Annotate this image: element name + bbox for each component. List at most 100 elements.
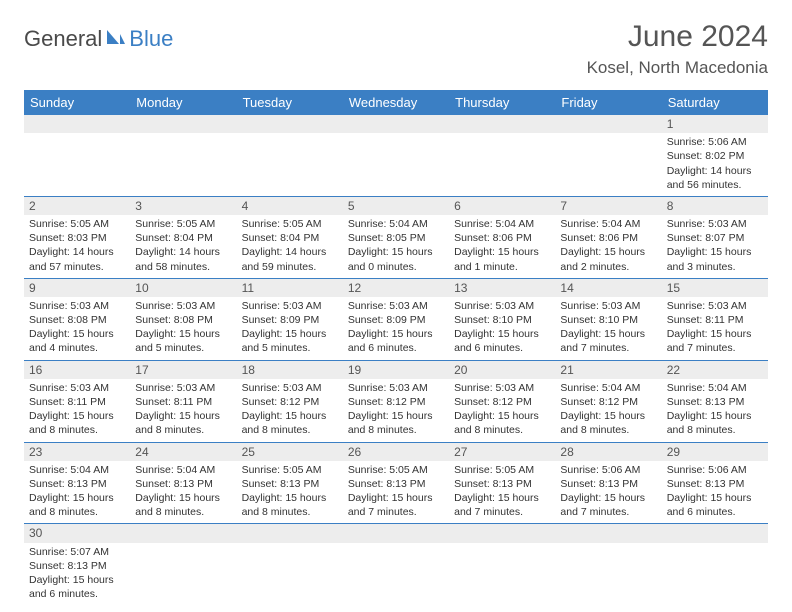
daylight-text: Daylight: 14 hours and 59 minutes. [242,245,338,273]
daylight-text: Daylight: 15 hours and 3 minutes. [667,245,763,273]
day-cell [343,543,449,606]
sunset-text: Sunset: 8:11 PM [29,395,125,409]
sunset-text: Sunset: 8:10 PM [454,313,550,327]
daylight-text: Daylight: 15 hours and 0 minutes. [348,245,444,273]
daynum-row: 23242526272829 [24,442,768,461]
sunset-text: Sunset: 8:06 PM [560,231,656,245]
sunset-text: Sunset: 8:09 PM [242,313,338,327]
daylight-text: Daylight: 15 hours and 8 minutes. [348,409,444,437]
day-cell: Sunrise: 5:03 AMSunset: 8:09 PMDaylight:… [343,297,449,360]
daylight-text: Daylight: 14 hours and 57 minutes. [29,245,125,273]
daylight-text: Daylight: 15 hours and 8 minutes. [454,409,550,437]
weekday-header: Thursday [449,90,555,115]
daynum-row: 9101112131415 [24,278,768,297]
day-cell: Sunrise: 5:03 AMSunset: 8:12 PMDaylight:… [237,379,343,442]
day-number-cell: 25 [237,442,343,461]
location-text: Kosel, North Macedonia [587,58,768,78]
day-cell: Sunrise: 5:05 AMSunset: 8:13 PMDaylight:… [343,461,449,524]
weekday-header: Monday [130,90,236,115]
daylight-text: Daylight: 15 hours and 2 minutes. [560,245,656,273]
day-number-cell: 23 [24,442,130,461]
logo-text-general: General [24,26,102,52]
day-number-cell: 3 [130,196,236,215]
day-cell: Sunrise: 5:05 AMSunset: 8:13 PMDaylight:… [449,461,555,524]
daylight-text: Daylight: 15 hours and 5 minutes. [135,327,231,355]
sunrise-text: Sunrise: 5:03 AM [135,299,231,313]
sunrise-text: Sunrise: 5:03 AM [560,299,656,313]
day-cell: Sunrise: 5:06 AMSunset: 8:02 PMDaylight:… [662,133,768,196]
sunset-text: Sunset: 8:13 PM [667,477,763,491]
day-number-cell: 24 [130,442,236,461]
day-number-cell: 6 [449,196,555,215]
sunset-text: Sunset: 8:07 PM [667,231,763,245]
day-number-cell [449,115,555,133]
daynum-row: 16171819202122 [24,360,768,379]
day-cell: Sunrise: 5:05 AMSunset: 8:03 PMDaylight:… [24,215,130,278]
daylight-text: Daylight: 15 hours and 7 minutes. [454,491,550,519]
day-cell: Sunrise: 5:03 AMSunset: 8:10 PMDaylight:… [555,297,661,360]
day-cell [555,133,661,196]
sunset-text: Sunset: 8:12 PM [348,395,444,409]
title-block: June 2024 Kosel, North Macedonia [587,20,768,78]
sunrise-text: Sunrise: 5:03 AM [348,381,444,395]
daylight-text: Daylight: 15 hours and 6 minutes. [454,327,550,355]
daylight-text: Daylight: 15 hours and 8 minutes. [29,409,125,437]
daylight-text: Daylight: 15 hours and 6 minutes. [29,573,125,601]
sunrise-text: Sunrise: 5:07 AM [29,545,125,559]
sail-icon [105,28,125,51]
sunset-text: Sunset: 8:11 PM [667,313,763,327]
sunrise-text: Sunrise: 5:05 AM [135,217,231,231]
day-number-cell: 28 [555,442,661,461]
sunrise-text: Sunrise: 5:03 AM [29,381,125,395]
day-cell: Sunrise: 5:03 AMSunset: 8:08 PMDaylight:… [24,297,130,360]
day-cell [449,133,555,196]
sunset-text: Sunset: 8:03 PM [29,231,125,245]
day-cell: Sunrise: 5:05 AMSunset: 8:04 PMDaylight:… [237,215,343,278]
day-number-cell: 21 [555,360,661,379]
day-cell: Sunrise: 5:06 AMSunset: 8:13 PMDaylight:… [555,461,661,524]
day-number-cell: 26 [343,442,449,461]
daynum-row: 30 [24,524,768,543]
daylight-text: Daylight: 15 hours and 6 minutes. [348,327,444,355]
sunrise-text: Sunrise: 5:03 AM [135,381,231,395]
sunrise-text: Sunrise: 5:03 AM [667,217,763,231]
day-cell: Sunrise: 5:04 AMSunset: 8:13 PMDaylight:… [130,461,236,524]
sunrise-text: Sunrise: 5:04 AM [560,217,656,231]
sunset-text: Sunset: 8:08 PM [135,313,231,327]
day-number-cell: 9 [24,278,130,297]
day-cell [130,543,236,606]
day-cell: Sunrise: 5:03 AMSunset: 8:08 PMDaylight:… [130,297,236,360]
day-cell: Sunrise: 5:04 AMSunset: 8:13 PMDaylight:… [24,461,130,524]
day-info-row: Sunrise: 5:04 AMSunset: 8:13 PMDaylight:… [24,461,768,524]
sunset-text: Sunset: 8:13 PM [29,559,125,573]
day-number-cell: 17 [130,360,236,379]
day-cell [343,133,449,196]
header: General Blue June 2024 Kosel, North Mace… [24,20,768,78]
daylight-text: Daylight: 15 hours and 7 minutes. [667,327,763,355]
daylight-text: Daylight: 15 hours and 5 minutes. [242,327,338,355]
day-info-row: Sunrise: 5:05 AMSunset: 8:03 PMDaylight:… [24,215,768,278]
sunset-text: Sunset: 8:05 PM [348,231,444,245]
sunset-text: Sunset: 8:12 PM [242,395,338,409]
sunset-text: Sunset: 8:04 PM [242,231,338,245]
day-info-row: Sunrise: 5:06 AMSunset: 8:02 PMDaylight:… [24,133,768,196]
sunrise-text: Sunrise: 5:04 AM [29,463,125,477]
day-number-cell: 19 [343,360,449,379]
sunset-text: Sunset: 8:13 PM [29,477,125,491]
sunrise-text: Sunrise: 5:05 AM [29,217,125,231]
day-cell: Sunrise: 5:03 AMSunset: 8:07 PMDaylight:… [662,215,768,278]
day-number-cell [555,115,661,133]
sunrise-text: Sunrise: 5:04 AM [348,217,444,231]
day-cell: Sunrise: 5:03 AMSunset: 8:11 PMDaylight:… [130,379,236,442]
day-number-cell [130,115,236,133]
sunset-text: Sunset: 8:08 PM [29,313,125,327]
day-cell: Sunrise: 5:04 AMSunset: 8:06 PMDaylight:… [555,215,661,278]
day-number-cell [130,524,236,543]
day-cell: Sunrise: 5:05 AMSunset: 8:04 PMDaylight:… [130,215,236,278]
daylight-text: Daylight: 15 hours and 7 minutes. [348,491,444,519]
day-number-cell [449,524,555,543]
day-cell: Sunrise: 5:04 AMSunset: 8:12 PMDaylight:… [555,379,661,442]
day-cell: Sunrise: 5:07 AMSunset: 8:13 PMDaylight:… [24,543,130,606]
sunrise-text: Sunrise: 5:05 AM [348,463,444,477]
daylight-text: Daylight: 15 hours and 6 minutes. [667,491,763,519]
